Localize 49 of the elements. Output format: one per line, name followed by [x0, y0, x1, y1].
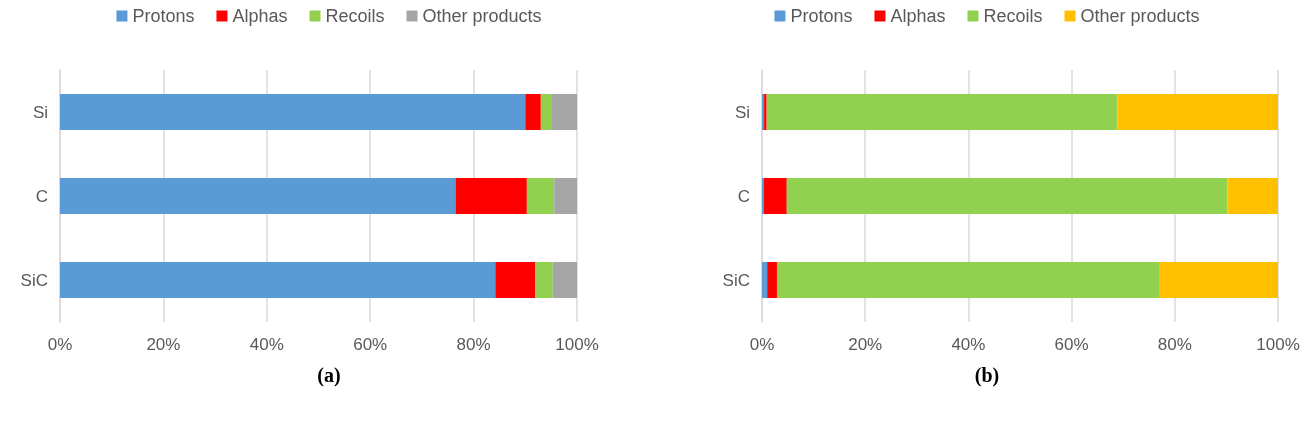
bar [1227, 178, 1278, 214]
x-tick-label: 60% [353, 335, 388, 354]
x-tick-label: 20% [146, 335, 181, 354]
bar [762, 262, 768, 298]
bar [60, 262, 496, 298]
legend-label: Recoils [325, 6, 385, 26]
y-tick-label: SiC [722, 270, 750, 290]
bar [60, 178, 456, 214]
legend-label: Alphas [232, 6, 288, 26]
bar [525, 94, 541, 130]
bar [554, 178, 577, 214]
y-tick-label: C [737, 186, 750, 206]
x-tick-label: 60% [1054, 335, 1089, 354]
x-tick-label: 100% [555, 335, 599, 354]
bar [766, 94, 1118, 130]
text: (b) [974, 364, 1000, 387]
legend-label: Protons [132, 6, 195, 26]
bar [551, 94, 577, 130]
y-tick-label: Si [734, 102, 750, 122]
y-tick-label: SiC [20, 270, 48, 290]
x-tick-label: 20% [848, 335, 883, 354]
bar [1117, 94, 1278, 130]
x-tick-label: 100% [1256, 335, 1300, 354]
bar [763, 178, 787, 214]
x-tick-label: 40% [249, 335, 284, 354]
legend-label: Alphas [890, 6, 946, 26]
bar [552, 262, 577, 298]
y-tick-label: C [35, 186, 48, 206]
legend-label: Recoils [983, 6, 1043, 26]
bar [767, 262, 777, 298]
x-tick-label: 0% [47, 335, 73, 354]
legend-label: Protons [790, 6, 853, 26]
bar [60, 94, 526, 130]
legend-label: Other products [1080, 6, 1200, 26]
bar [495, 262, 536, 298]
x-tick-label: 40% [951, 335, 986, 354]
bar [1159, 262, 1278, 298]
bar [535, 262, 553, 298]
bar [776, 262, 1160, 298]
y-tick-label: Si [32, 102, 48, 122]
bar [786, 178, 1228, 214]
bar [540, 94, 552, 130]
legend-label: Other products [422, 6, 542, 26]
text: (a) [317, 364, 341, 387]
x-tick-label: 80% [456, 335, 491, 354]
bar [526, 178, 555, 214]
x-tick-label: 80% [1157, 335, 1192, 354]
x-tick-label: 0% [749, 335, 775, 354]
bar [455, 178, 527, 214]
